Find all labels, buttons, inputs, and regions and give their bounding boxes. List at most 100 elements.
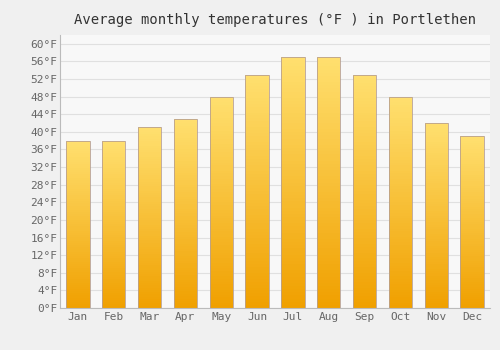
Bar [174, 239, 197, 242]
Bar [389, 126, 412, 128]
Bar [174, 204, 197, 206]
Bar [389, 112, 412, 115]
Bar [246, 89, 268, 92]
Bar [317, 101, 340, 104]
Bar [138, 175, 161, 177]
Bar [210, 255, 233, 258]
Bar [246, 101, 268, 104]
Bar [424, 167, 448, 169]
Bar [460, 263, 483, 265]
Bar [66, 141, 90, 143]
Bar [282, 66, 304, 70]
Bar [210, 237, 233, 239]
Bar [66, 201, 90, 203]
Bar [424, 255, 448, 257]
Bar [174, 268, 197, 270]
Bar [353, 279, 376, 282]
Bar [460, 181, 483, 183]
Bar [66, 220, 90, 222]
Bar [210, 123, 233, 126]
Bar [460, 205, 483, 207]
Bar [102, 298, 126, 300]
Bar [282, 167, 304, 170]
Bar [102, 268, 126, 270]
Bar [102, 143, 126, 145]
Bar [353, 177, 376, 180]
Bar [66, 250, 90, 252]
Bar [66, 270, 90, 272]
Bar [210, 115, 233, 118]
Bar [174, 228, 197, 230]
Bar [282, 198, 304, 201]
Bar [460, 136, 483, 308]
Bar [460, 233, 483, 235]
Bar [282, 192, 304, 195]
Bar [102, 262, 126, 264]
Bar [66, 187, 90, 189]
Bar [210, 205, 233, 208]
Bar [138, 220, 161, 222]
Bar [460, 209, 483, 211]
Bar [424, 296, 448, 299]
Bar [210, 134, 233, 136]
Bar [102, 258, 126, 260]
Bar [389, 189, 412, 192]
Bar [353, 267, 376, 270]
Bar [282, 82, 304, 85]
Bar [353, 165, 376, 168]
Bar [353, 153, 376, 156]
Bar [389, 128, 412, 131]
Bar [353, 168, 376, 171]
Bar [389, 300, 412, 303]
Bar [389, 260, 412, 263]
Bar [389, 234, 412, 237]
Bar [246, 98, 268, 101]
Bar [424, 285, 448, 287]
Bar [389, 170, 412, 173]
Bar [138, 136, 161, 139]
Bar [282, 107, 304, 110]
Bar [174, 223, 197, 225]
Bar [210, 192, 233, 194]
Bar [389, 144, 412, 147]
Bar [460, 235, 483, 237]
Bar [138, 166, 161, 168]
Bar [282, 299, 304, 302]
Bar [66, 162, 90, 164]
Bar [246, 142, 268, 145]
Bar [424, 227, 448, 229]
Bar [460, 282, 483, 285]
Bar [210, 197, 233, 200]
Bar [424, 220, 448, 223]
Bar [317, 292, 340, 295]
Bar [389, 305, 412, 308]
Bar [210, 163, 233, 165]
Bar [460, 207, 483, 209]
Bar [102, 295, 126, 298]
Bar [246, 159, 268, 162]
Bar [138, 197, 161, 200]
Bar [460, 226, 483, 229]
Bar [424, 294, 448, 296]
Bar [210, 284, 233, 287]
Bar [353, 302, 376, 305]
Bar [210, 247, 233, 250]
Bar [66, 197, 90, 199]
Bar [424, 264, 448, 266]
Bar [389, 131, 412, 134]
Bar [210, 221, 233, 223]
Bar [66, 264, 90, 266]
Bar [424, 259, 448, 262]
Bar [246, 177, 268, 180]
Bar [138, 141, 161, 143]
Bar [460, 265, 483, 267]
Bar [460, 237, 483, 239]
Bar [138, 213, 161, 216]
Bar [66, 237, 90, 239]
Bar [138, 222, 161, 224]
Bar [353, 186, 376, 188]
Bar [317, 195, 340, 198]
Bar [102, 160, 126, 162]
Bar [282, 89, 304, 92]
Bar [282, 148, 304, 151]
